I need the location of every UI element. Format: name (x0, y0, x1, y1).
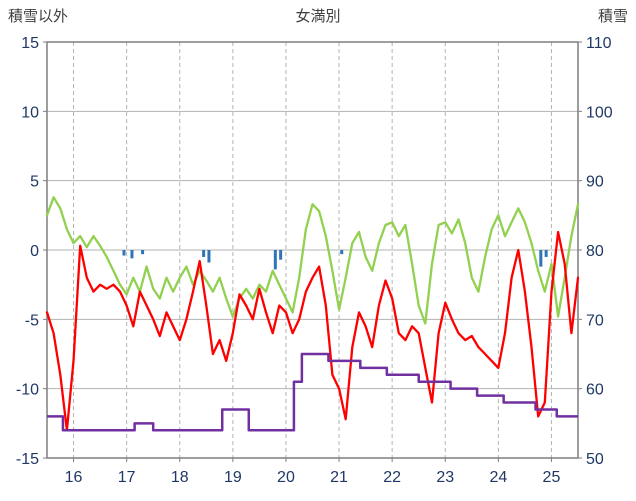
blue-bars (340, 250, 344, 255)
blue-bars (207, 250, 211, 263)
left-tick-label: 10 (21, 104, 39, 121)
blue-bars (273, 250, 277, 270)
blue-bars (539, 250, 543, 267)
left-tick-label: 0 (30, 243, 39, 260)
x-tick-label: 16 (65, 469, 83, 486)
blue-bars (279, 250, 283, 260)
right-tick-label: 50 (586, 451, 604, 468)
right-axis-title: 積雪 (598, 8, 628, 25)
right-tick-label: 100 (586, 104, 613, 121)
chart-title: 女満別 (295, 7, 340, 25)
left-tick-label: -10 (16, 382, 39, 399)
left-tick-label: -5 (25, 312, 39, 329)
x-tick-label: 25 (543, 469, 561, 486)
blue-bars (202, 250, 206, 257)
x-tick-label: 19 (224, 469, 242, 486)
left-tick-label: 15 (21, 35, 39, 52)
x-tick-label: 23 (436, 469, 454, 486)
green-line (45, 196, 580, 325)
blue-bars (122, 250, 126, 256)
x-tick-label: 21 (330, 469, 348, 486)
right-tick-label: 90 (586, 174, 604, 191)
x-tick-label: 20 (277, 469, 295, 486)
left-tick-label: -15 (16, 451, 39, 468)
blue-bars (141, 250, 145, 255)
right-tick-label: 60 (586, 382, 604, 399)
blue-bars (544, 250, 548, 257)
blue-bars (130, 250, 134, 259)
right-tick-label: 80 (586, 243, 604, 260)
left-axis-title: 積雪以外 (8, 8, 68, 25)
red-line (45, 230, 580, 432)
x-tick-label: 17 (118, 469, 136, 486)
right-tick-label: 70 (586, 312, 604, 329)
left-tick-label: 5 (30, 174, 39, 191)
x-tick-label: 22 (383, 469, 401, 486)
right-tick-label: 110 (586, 35, 612, 52)
x-tick-label: 24 (489, 469, 507, 486)
x-tick-label: 18 (171, 469, 189, 486)
purple-step-line (47, 352, 578, 432)
